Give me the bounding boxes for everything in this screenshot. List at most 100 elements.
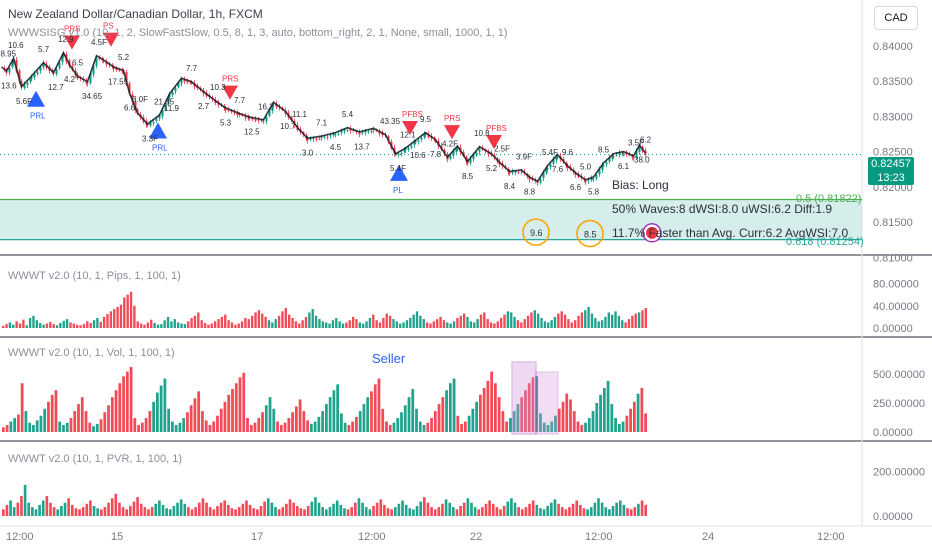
pips-bar-183 <box>617 315 621 328</box>
pips-bar-53 <box>180 323 183 328</box>
pips-bar-67 <box>227 320 230 328</box>
time-axis-tick-2: 17 <box>251 531 263 543</box>
vol-bar-141 <box>531 377 535 432</box>
vol-bar-32 <box>122 376 125 432</box>
currency-button[interactable]: CAD <box>874 6 918 30</box>
candle-94 <box>251 118 254 120</box>
pips-bar-58 <box>197 312 200 328</box>
pvr-bar-122 <box>444 499 448 516</box>
wave-label-27: 3.0 <box>302 149 314 158</box>
pvr-axis-tick-0: 200.00000 <box>873 467 925 479</box>
pips-bar-50 <box>170 321 173 328</box>
candle-223 <box>601 164 604 170</box>
pips-bar-133 <box>449 323 452 328</box>
vol-bar-41 <box>155 392 159 432</box>
vol-bar-34 <box>129 366 133 432</box>
wave-label-54: 3.5F <box>628 138 644 147</box>
signal-down-triangle-3 <box>402 120 418 135</box>
wave-label-12: 5.2 <box>118 53 130 62</box>
vol-bar-155 <box>584 422 587 432</box>
vol-indicator-legend[interactable]: WWWT v2.0 (10, 1, Vol, 1, 100, 1) <box>8 347 175 359</box>
pvr-bar-152 <box>553 499 557 516</box>
candle-177 <box>478 148 481 152</box>
price-axis-tick-2: 0.83000 <box>873 111 913 123</box>
vol-bar-37 <box>140 422 144 432</box>
pips-bar-5 <box>18 323 22 328</box>
pips-bar-186 <box>627 319 631 328</box>
time-axis-tick-6: 24 <box>702 531 714 543</box>
pips-bar-28 <box>96 318 99 328</box>
pips-bar-153 <box>516 320 520 328</box>
candle-70 <box>186 80 189 83</box>
bar-countdown: 13:23 <box>877 172 905 184</box>
vol-bar-20 <box>77 404 80 432</box>
signal-label-0: PRS <box>64 25 80 34</box>
vol-bar-107 <box>403 405 407 432</box>
pvr-bar-1 <box>5 504 9 516</box>
pips-axis-tick-2: 0.00000 <box>873 323 913 335</box>
wave-label-18: 7.7 <box>186 64 198 73</box>
vol-bar-43 <box>163 378 167 432</box>
candle-222 <box>598 169 601 175</box>
pips-bar-41 <box>139 323 143 328</box>
vol-bar-47 <box>178 422 182 432</box>
vol-bar-36 <box>137 425 140 432</box>
vol-bar-171 <box>644 413 647 432</box>
pvr-bar-177 <box>644 504 647 516</box>
pips-bar-54 <box>183 324 187 328</box>
pvr-bar-133 <box>484 503 488 516</box>
pips-bar-30 <box>102 316 106 328</box>
wave-label-48: 9.6 <box>562 148 574 157</box>
pvr-bar-65 <box>237 507 241 516</box>
fib-zone <box>0 199 862 240</box>
wave-label-36: 9.5 <box>420 115 432 124</box>
pips-bar-94 <box>318 319 321 328</box>
candle-176 <box>475 152 478 156</box>
pvr-bar-19 <box>70 504 74 516</box>
pips-bar-40 <box>136 321 139 328</box>
vol-bar-168 <box>632 401 636 432</box>
pips-bar-81 <box>274 319 277 328</box>
vol-bar-81 <box>306 420 309 432</box>
pvr-bar-129 <box>470 502 473 516</box>
candle-12 <box>30 76 33 79</box>
candle-33 <box>86 82 89 84</box>
pvr-bar-92 <box>335 500 339 516</box>
circled-label-1: 8.5 <box>584 230 597 240</box>
candle-65 <box>171 91 174 96</box>
vol-bar-136 <box>512 411 516 432</box>
pips-bar-188 <box>634 313 637 328</box>
candle-192 <box>520 171 523 173</box>
vol-bar-40 <box>152 401 155 432</box>
pvr-bar-72 <box>263 501 266 516</box>
pvr-bar-175 <box>637 503 640 516</box>
signal-down-triangle-0 <box>64 35 80 50</box>
pips-bar-17 <box>59 323 62 328</box>
candle-68 <box>180 79 183 84</box>
vol-bar-66 <box>249 425 253 432</box>
last-price: 0.82457 <box>871 158 911 170</box>
waves-text: 50% Waves:8 dWSI:8.0 uWSI:6.2 Diff:1.9 <box>612 202 833 216</box>
pips-bar-111 <box>375 320 378 328</box>
wave-label-33: 5.4F <box>390 164 406 173</box>
vol-bar-89 <box>336 384 340 432</box>
vol-bar-13 <box>50 394 54 432</box>
pips-bar-159 <box>536 313 540 328</box>
pvr-bar-7 <box>27 502 31 516</box>
candle-39 <box>102 60 105 62</box>
candle-157 <box>424 133 427 135</box>
vol-axis-tick-0: 500.00000 <box>873 369 925 381</box>
pvr-indicator-legend[interactable]: WWWT v2.0 (10, 1, PVR, 1, 100, 1) <box>8 453 183 465</box>
pips-bar-113 <box>382 318 385 328</box>
pvr-bar-102 <box>372 506 375 516</box>
vol-bar-15 <box>58 421 62 432</box>
vol-bar-27 <box>103 412 107 432</box>
vol-bar-148 <box>557 408 561 432</box>
pips-indicator-legend[interactable]: WWWT v2.0 (10, 1, Pips, 1, 100, 1) <box>8 270 181 282</box>
wave-label-13: 6.6 <box>124 103 136 112</box>
pvr-bar-70 <box>256 509 259 516</box>
main-indicator-legend[interactable]: WWWSISG v1.0 (10, 1, 2, SlowFastSlow, 0.… <box>8 27 508 39</box>
pips-bar-91 <box>308 312 311 328</box>
pvr-bar-61 <box>223 500 227 516</box>
